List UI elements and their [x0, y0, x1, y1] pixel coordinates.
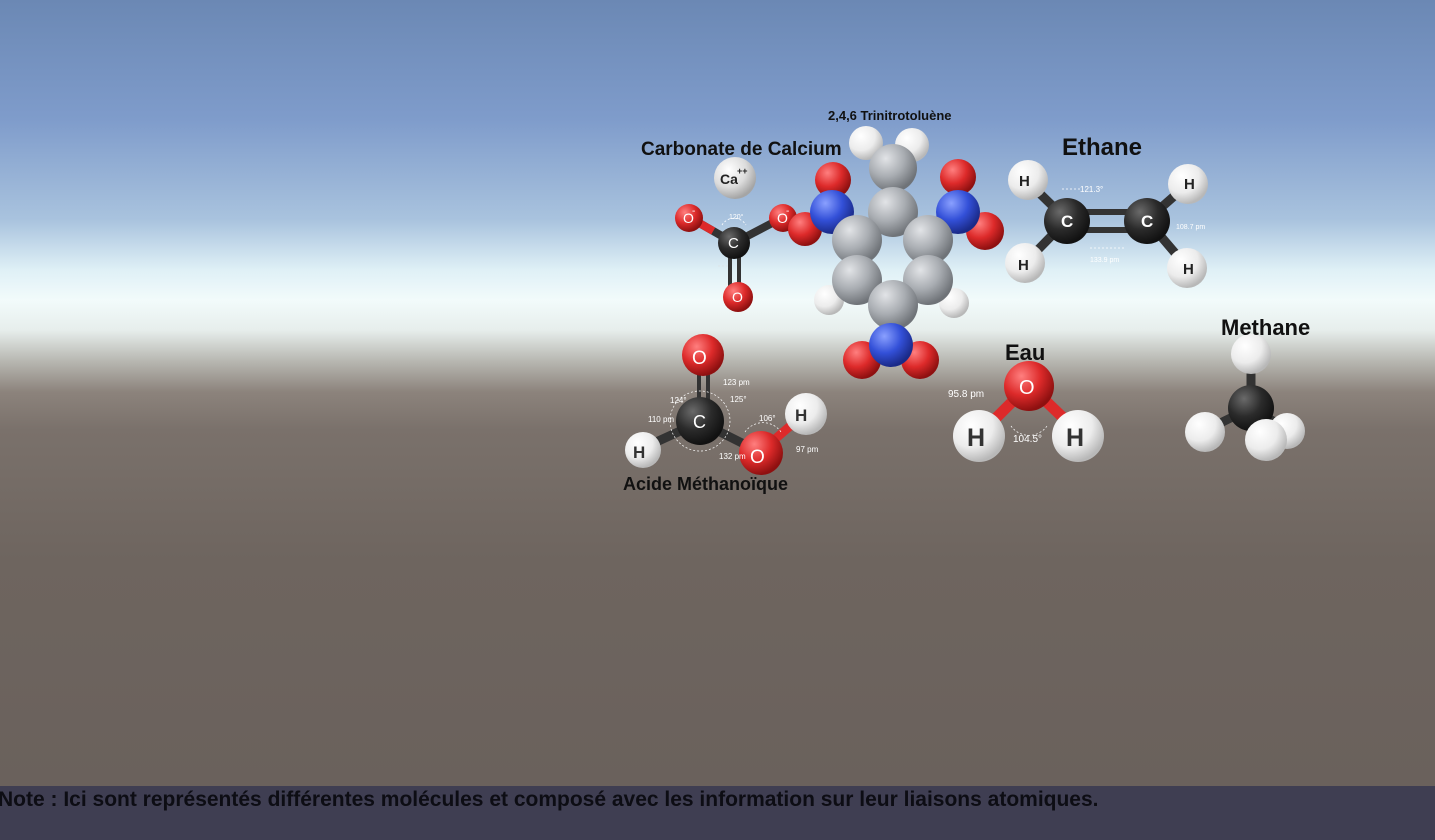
carbon-atom[interactable]: [832, 255, 882, 305]
hydrogen-atom[interactable]: [1231, 334, 1271, 374]
hydrogen-atom[interactable]: [1168, 164, 1208, 204]
hydrogen-atom-left[interactable]: [625, 432, 661, 468]
carbonate-molecule[interactable]: Ca ++ O - O - C O 120°: [675, 157, 797, 312]
ethane-molecule[interactable]: H H H H C C 121.3° 108.7 pm 133.9 pm: [1005, 160, 1208, 288]
water-label: Eau: [1005, 340, 1046, 365]
oxygen-symbol: O: [1019, 377, 1035, 399]
hydrogen-symbol: H: [1018, 257, 1029, 274]
angle-arc: [744, 422, 782, 433]
note-panel: Note : Ici sont représentés différentes …: [0, 786, 1435, 840]
oxygen-left-charge: -: [692, 206, 695, 217]
oxygen-atom-bottom[interactable]: [723, 282, 753, 312]
hydrogen-symbol: H: [1066, 424, 1084, 452]
hydrogen-left-symbol: H: [633, 443, 645, 462]
nitrogen-atom[interactable]: [936, 190, 980, 234]
carbon-atom[interactable]: [903, 215, 953, 265]
carbon-symbol: C: [1141, 212, 1153, 231]
oxygen-atom-right[interactable]: [739, 431, 783, 475]
angle-arc: [721, 217, 747, 226]
carbon-atom[interactable]: [1044, 198, 1090, 244]
oxygen-right-symbol: O: [750, 447, 765, 468]
angle-label: 106°: [759, 414, 776, 423]
formic-acid-molecule[interactable]: O C H O H 123 pm 124° 125° 110 pm 106° 1…: [625, 334, 827, 475]
carbon-atom[interactable]: [676, 397, 724, 445]
oxygen-atom[interactable]: [940, 159, 976, 195]
bond-length-label: 95.8 pm: [948, 389, 984, 400]
bond-length-label: 133.9 pm: [1090, 257, 1119, 264]
hydrogen-atom[interactable]: [1005, 243, 1045, 283]
calcium-symbol: Ca: [720, 171, 738, 187]
carbon-symbol: C: [1061, 212, 1073, 231]
angle-label: 120°: [729, 213, 744, 221]
angle-arc: [669, 390, 731, 452]
hydrogen-symbol: H: [1183, 261, 1194, 278]
carbon-atom[interactable]: [718, 227, 750, 259]
hydrogen-atom[interactable]: [1052, 410, 1104, 462]
carbon-atom[interactable]: [832, 215, 882, 265]
hydrogen-symbol: H: [1184, 176, 1195, 193]
hydrogen-atom[interactable]: [953, 410, 1005, 462]
oxygen-left-symbol: O: [683, 210, 694, 226]
carbon-atom[interactable]: [868, 280, 918, 330]
hydrogen-symbol: H: [1019, 173, 1030, 190]
carbon-symbol: C: [693, 412, 706, 432]
angle-label: 104.5°: [1013, 434, 1042, 445]
carbon-atom[interactable]: [903, 255, 953, 305]
hydrogen-atom[interactable]: [1167, 248, 1207, 288]
methane-label: Methane: [1221, 315, 1311, 340]
methane-molecule[interactable]: [1185, 334, 1305, 461]
tnt-label: 2,4,6 Trinitrotoluène: [828, 108, 952, 123]
carbon-atom[interactable]: [1124, 198, 1170, 244]
hydrogen-atom[interactable]: [1185, 412, 1225, 452]
carbonate-label: Carbonate de Calcium: [641, 139, 842, 160]
hydrogen-atom[interactable]: [849, 126, 883, 160]
hydrogen-atom-right[interactable]: [785, 393, 827, 435]
carbon-atom[interactable]: [868, 187, 918, 237]
hydrogen-atom[interactable]: [1245, 419, 1287, 461]
angle-label: 121.3°: [1080, 185, 1103, 194]
bond-length-label: 132 pm: [719, 452, 746, 461]
tnt-molecule[interactable]: [788, 126, 1004, 379]
oxygen-right-charge: -: [786, 206, 789, 217]
bond-length-label: 110 pm: [648, 415, 674, 424]
water-molecule[interactable]: O H H 95.8 pm 104.5°: [948, 361, 1104, 462]
oxygen-atom[interactable]: [1004, 361, 1054, 411]
angle-arc: [1010, 425, 1048, 436]
bond-length-label: 97 pm: [796, 445, 819, 454]
hydrogen-right-symbol: H: [795, 406, 807, 425]
bond-length-label: 123 pm: [723, 378, 750, 387]
oxygen-atom-top[interactable]: [682, 334, 724, 376]
oxygen-right-symbol: O: [777, 210, 788, 226]
formic-acid-label: Acide Méthanoïque: [623, 474, 789, 494]
angle-label: 125°: [730, 395, 747, 404]
calcium-charge: ++: [737, 166, 748, 176]
carbon-symbol: C: [728, 235, 739, 252]
calcium-atom[interactable]: [714, 157, 756, 199]
oxygen-atom-left[interactable]: [675, 204, 703, 232]
nitrogen-atom[interactable]: [869, 323, 913, 367]
angle-label: 124°: [670, 396, 687, 405]
bond-length-label: 108.7 pm: [1176, 224, 1205, 231]
hydrogen-atom[interactable]: [1008, 160, 1048, 200]
oxygen-atom[interactable]: [815, 162, 851, 198]
ethane-label: Ethane: [1062, 134, 1143, 161]
oxygen-bottom-symbol: O: [732, 289, 743, 305]
note-text: Note : Ici sont représentés différentes …: [0, 788, 1099, 811]
hydrogen-symbol: H: [967, 424, 985, 452]
carbon-atom[interactable]: [869, 144, 917, 192]
oxygen-top-symbol: O: [692, 348, 707, 369]
